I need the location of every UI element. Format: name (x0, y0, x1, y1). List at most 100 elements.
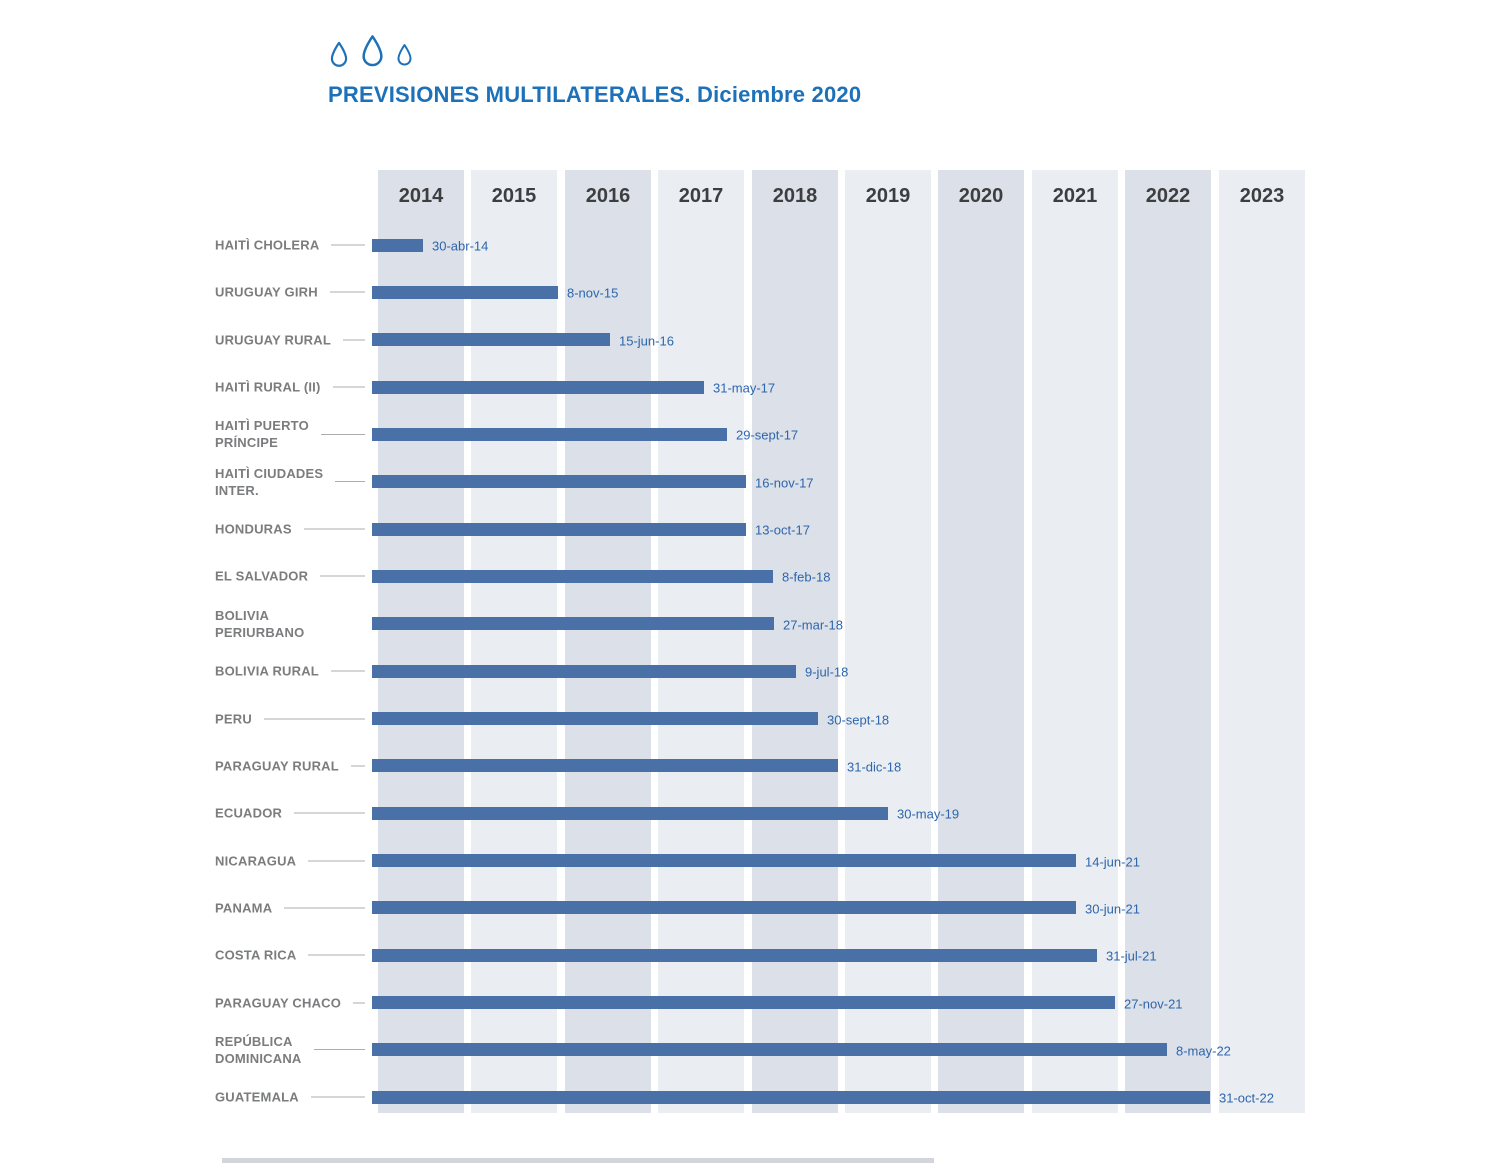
year-column-2022: 2022 (1125, 170, 1211, 1113)
row-label-bolivia-periurbano: BOLIVIA PERIURBANO (215, 607, 368, 641)
year-label: 2022 (1145, 185, 1191, 207)
connector-line (263, 718, 365, 719)
date-label-el-salvador: 8-feb-18 (782, 569, 831, 585)
date-label-bolivia-rural: 9-jul-18 (805, 664, 849, 680)
timeline-bar-nicaragua (372, 854, 1076, 867)
timeline-bar-bolivia-rural (372, 665, 796, 678)
row-label-bolivia-rural: BOLIVIA RURAL (215, 663, 368, 680)
project-name: HAITÌ PUERTO PRÍNCIPE (215, 418, 309, 451)
date-label-costa-rica: 31-jul-21 (1106, 948, 1157, 964)
date-label-peru: 30-sept-18 (827, 712, 890, 727)
project-name: PARAGUAY RURAL (215, 758, 339, 774)
year-label: 2018 (772, 185, 818, 207)
connector-line (343, 339, 365, 341)
year-column-2023: 2023 (1219, 170, 1305, 1113)
date-label-nicaragua: 14-jun-21 (1085, 854, 1140, 870)
project-name: HAITÌ CIUDADES INTER. (215, 465, 324, 498)
year-label: 2019 (865, 185, 911, 207)
project-name: PANAMA (215, 900, 273, 916)
timeline-bar-hait-ciudades-inter (372, 475, 746, 488)
date-label-hait-rural-ii: 31-may-17 (713, 380, 776, 396)
bottom-crop-artifact (222, 1158, 934, 1163)
date-label-hait-puerto-pr-ncipe: 29-sept-17 (736, 427, 799, 443)
timeline-bar-hait-rural-ii (372, 381, 704, 394)
project-name: BOLIVIA PERIURBANO (215, 607, 305, 640)
timeline-bar-uruguay-rural (372, 333, 610, 346)
water-drop-icon (330, 41, 348, 67)
connector-line (310, 1096, 365, 1098)
timeline-bar-peru (372, 712, 818, 725)
connector-line (294, 812, 365, 814)
timeline-bar-bolivia-periurbano (372, 617, 774, 630)
year-column-2017: 2017 (658, 170, 744, 1113)
date-label-panama: 30-jun-21 (1085, 901, 1140, 917)
row-label-uruguay-girh: URUGUAY GIRH (215, 284, 368, 301)
timeline-bar-rep-blica-dominicana (372, 1043, 1167, 1056)
timeline-bar-guatemala (372, 1091, 1210, 1104)
date-label-paraguay-rural: 31-dic-18 (847, 759, 902, 775)
row-label-ecuador: ECUADOR (215, 805, 368, 822)
date-label-hait-cholera: 30-abr-14 (432, 238, 489, 254)
row-label-honduras: HONDURAS (215, 521, 368, 538)
year-column-2018: 2018 (752, 170, 838, 1113)
connector-line (331, 244, 365, 246)
row-label-el-salvador: EL SALVADOR (215, 568, 368, 585)
year-label: 2023 (1239, 185, 1285, 207)
project-name: COSTA RICA (215, 947, 297, 963)
year-column-2021: 2021 (1032, 170, 1118, 1113)
year-column-2014: 2014 (378, 170, 464, 1113)
row-label-paraguay-chaco: PARAGUAY CHACO (215, 994, 368, 1011)
connector-line (320, 575, 365, 577)
row-label-paraguay-rural: PARAGUAY RURAL (215, 757, 368, 774)
project-name: REPÚBLICA DOMINICANA (215, 1033, 302, 1066)
timeline-bar-paraguay-chaco (372, 996, 1115, 1009)
row-label-panama: PANAMA (215, 899, 368, 916)
timeline-bar-uruguay-girh (372, 286, 558, 299)
connector-line (284, 907, 365, 909)
date-label-honduras: 13-oct-17 (755, 522, 810, 538)
project-name: ECUADOR (215, 805, 283, 821)
date-label-bolivia-periurbano: 27-mar-18 (783, 617, 843, 633)
row-label-guatemala: GUATEMALA (215, 1089, 368, 1106)
water-drops-icon (329, 34, 413, 68)
page-title: PREVISIONES MULTILATERALES. Diciembre 20… (328, 82, 862, 107)
year-column-2015: 2015 (471, 170, 557, 1113)
connector-line (308, 954, 365, 956)
year-label: 2015 (491, 185, 537, 207)
connector-line (330, 670, 365, 672)
date-label-uruguay-girh: 8-nov-15 (567, 285, 619, 301)
project-name: PARAGUAY CHACO (215, 995, 342, 1011)
row-label-rep-blica-dominicana: REPÚBLICA DOMINICANA (215, 1033, 368, 1067)
connector-line (353, 1002, 365, 1004)
year-label: 2014 (398, 185, 444, 207)
project-name: PERU (215, 711, 252, 726)
row-label-nicaragua: NICARAGUA (215, 852, 368, 869)
connector-line (332, 386, 365, 388)
project-name: HAITÌ RURAL (II) (215, 379, 321, 395)
water-drop-icon (397, 44, 412, 66)
year-label: 2021 (1052, 185, 1098, 207)
connector-line (313, 1049, 365, 1051)
year-column-2016: 2016 (565, 170, 651, 1113)
date-label-ecuador: 30-may-19 (897, 806, 960, 822)
timeline-bar-hait-puerto-pr-ncipe (372, 428, 727, 441)
connector-line (308, 860, 365, 862)
date-label-rep-blica-dominicana: 8-may-22 (1176, 1043, 1231, 1059)
project-name: EL SALVADOR (215, 568, 309, 584)
project-name: GUATEMALA (215, 1089, 299, 1105)
connector-line (350, 765, 365, 767)
water-drop-icon (362, 35, 383, 67)
project-name: URUGUAY RURAL (215, 332, 332, 348)
date-label-hait-ciudades-inter: 16-nov-17 (755, 475, 814, 491)
connector-line (335, 481, 365, 483)
project-name: NICARAGUA (215, 853, 297, 869)
timeline-bar-hait-cholera (372, 239, 423, 252)
connector-line (320, 433, 365, 435)
project-name: HAITÌ CHOLERA (215, 237, 320, 253)
project-name: URUGUAY GIRH (215, 284, 318, 300)
row-label-hait-ciudades-inter: HAITÌ CIUDADES INTER. (215, 465, 368, 499)
row-label-uruguay-rural: URUGUAY RURAL (215, 331, 368, 348)
row-label-hait-puerto-pr-ncipe: HAITÌ PUERTO PRÍNCIPE (215, 417, 368, 451)
